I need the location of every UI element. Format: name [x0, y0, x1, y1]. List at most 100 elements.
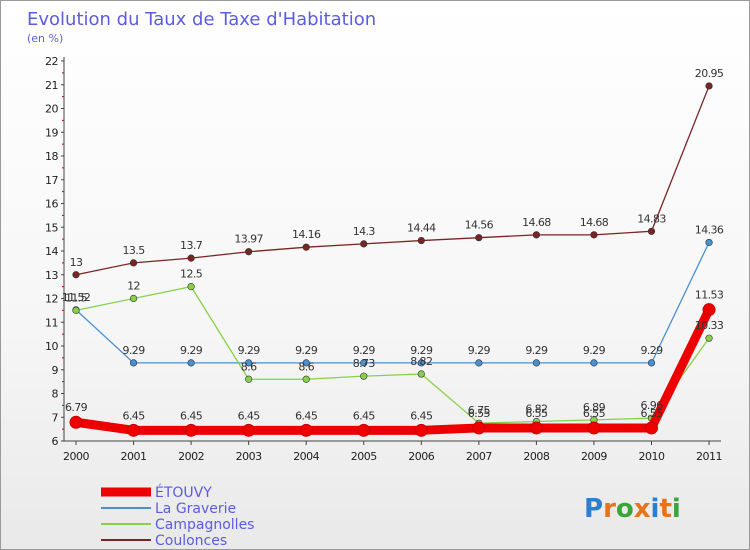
data-label-coulonces: 13.7: [180, 239, 203, 252]
data-label-la-graverie: 9.29: [468, 344, 491, 357]
data-label-etouvy: 6.45: [410, 409, 433, 422]
data-label-la-graverie: 9.29: [295, 344, 318, 357]
point-coulonces: [532, 231, 541, 239]
x-tick-label: 2004: [293, 450, 319, 463]
data-label-la-graverie: 9.29: [238, 344, 261, 357]
point-la-graverie: [475, 359, 483, 367]
y-tick-label: 16: [45, 198, 58, 211]
y-axis-unit: (en %): [27, 32, 63, 45]
series-layer: [69, 82, 716, 437]
data-label-coulonces: 14.56: [465, 219, 494, 232]
data-label-coulonces: 14.68: [580, 216, 609, 229]
point-etouvy: [242, 423, 256, 437]
point-coulonces: [360, 240, 368, 248]
data-label-coulonces: 14.16: [292, 228, 321, 241]
data-label-coulonces: 14.3: [353, 225, 376, 238]
data-label-la-graverie: 9.29: [180, 344, 203, 357]
data-label-coulonces: 14.44: [407, 222, 436, 235]
y-tick-label: 18: [45, 150, 58, 163]
point-etouvy: [299, 423, 313, 437]
data-label-coulonces: 20.95: [695, 67, 724, 80]
proxiti-logo-text: Proxiti: [584, 494, 681, 524]
point-etouvy: [414, 423, 428, 437]
x-tick-label: 2003: [236, 450, 262, 463]
point-etouvy: [472, 421, 486, 435]
point-coulonces: [302, 243, 310, 251]
point-la-graverie: [302, 359, 310, 367]
y-tick-label: 11: [45, 316, 58, 329]
point-coulonces: [590, 231, 598, 239]
series-line-la-graverie: [75, 241, 710, 364]
data-label-etouvy: 6.79: [65, 401, 88, 414]
data-label-coulonces: 13.5: [123, 244, 146, 257]
point-coulonces: [705, 82, 713, 90]
point-campagnolles: [417, 370, 425, 378]
point-la-graverie: [705, 238, 713, 247]
point-la-graverie: [647, 359, 656, 367]
x-tick-label: 2007: [466, 450, 492, 463]
point-etouvy: [127, 423, 141, 437]
x-tick-label: 2000: [63, 450, 89, 463]
axes: 6 7 8 9 10 11 12 13 14 15 16 17 18 19 20 21 22 2000 2001 20…: [45, 55, 723, 463]
data-label-campagnolles: 8.6: [298, 360, 314, 373]
point-coulonces: [129, 259, 138, 267]
point-la-graverie: [590, 359, 598, 367]
data-label-etouvy: 6.45: [180, 409, 203, 422]
y-tick-label: 7: [52, 411, 59, 424]
point-coulonces: [417, 236, 425, 245]
y-tick-label: 20: [45, 103, 58, 116]
x-tick-label: 2008: [523, 450, 549, 463]
data-label-campagnolles: 12.5: [180, 268, 203, 281]
y-tick-label: 17: [45, 174, 58, 187]
x-tick-label: 2011: [696, 450, 722, 463]
data-label-campagnolles: 8.6: [241, 360, 257, 373]
data-label-etouvy: 6.55: [583, 407, 606, 420]
point-coulonces: [245, 248, 253, 256]
point-coulonces: [475, 234, 483, 242]
data-label-etouvy: 6.55: [640, 407, 663, 420]
point-etouvy: [184, 423, 198, 437]
data-label-la-graverie: 9.29: [640, 344, 663, 357]
y-tick-label: 22: [45, 55, 58, 68]
point-etouvy: [69, 415, 83, 429]
data-label-la-graverie: 14.36: [695, 223, 724, 236]
data-label-campagnolles: 8.73: [353, 357, 376, 370]
data-label-la-graverie: 9.29: [123, 344, 146, 357]
legend-label: Coulonces: [155, 533, 227, 549]
y-tick-label: 9: [52, 364, 59, 377]
x-tick-label: 2001: [121, 450, 147, 463]
point-la-graverie: [245, 359, 253, 367]
series-line-etouvy: [71, 305, 714, 435]
y-tick-label: 19: [45, 126, 58, 139]
data-label-campagnolles: 11.5: [65, 291, 88, 304]
point-campagnolles: [302, 375, 310, 383]
series-line-campagnolles: [75, 285, 710, 424]
data-label-coulonces: 13.97: [234, 233, 263, 246]
point-coulonces: [72, 271, 80, 279]
point-campagnolles: [72, 306, 80, 314]
data-label-etouvy: 11.53: [695, 289, 724, 302]
point-la-graverie: [187, 359, 195, 367]
data-label-campagnolles: 10.33: [695, 319, 724, 332]
point-etouvy: [529, 421, 543, 435]
y-tick-label: 12: [45, 293, 58, 306]
legend-label: La Graverie: [155, 501, 236, 517]
data-label-etouvy: 6.45: [123, 409, 146, 422]
point-campagnolles: [705, 334, 713, 342]
data-label-coulonces: 14.68: [522, 216, 551, 229]
legend-label: Campagnolles: [155, 517, 254, 533]
point-campagnolles: [245, 375, 253, 383]
y-tick-label: 13: [45, 269, 58, 282]
data-label-etouvy: 6.45: [353, 409, 376, 422]
data-label-coulonces: 14.83: [637, 212, 666, 225]
data-label-la-graverie: 9.29: [353, 344, 376, 357]
data-label-la-graverie: 9.29: [410, 344, 433, 357]
point-coulonces: [187, 254, 195, 262]
y-tick-label: 21: [45, 79, 58, 92]
point-la-graverie: [360, 359, 368, 367]
y-tick-label: 6: [52, 435, 59, 448]
data-label-la-graverie: 11.52: [62, 291, 91, 304]
x-tick-label: 2005: [351, 450, 377, 463]
